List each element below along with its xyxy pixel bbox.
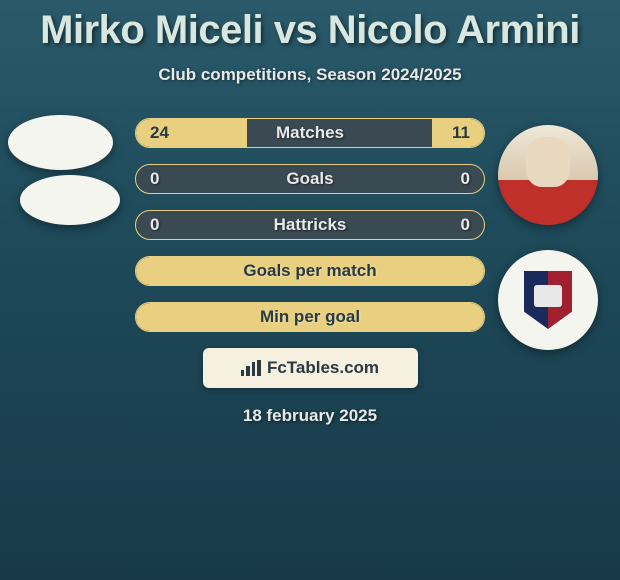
stat-bars: 24Matches110Goals00Hattricks0Goals per m… [135,115,485,332]
stat-right-value: 11 [440,123,470,143]
stat-row: Goals per match [135,256,485,286]
stat-right-value: 0 [440,169,470,189]
chart-icon [241,360,261,376]
club-left-logo [20,175,120,225]
stat-label: Hattricks [136,215,484,235]
stat-row: 0Goals0 [135,164,485,194]
stat-label: Goals [136,169,484,189]
stat-row: 24Matches11 [135,118,485,148]
stat-label: Goals per match [136,261,484,281]
page-title: Mirko Miceli vs Nicolo Armini [0,0,620,53]
stat-label: Matches [136,123,484,143]
watermark: FcTables.com [203,348,418,388]
stat-row: 0Hattricks0 [135,210,485,240]
player-left-avatar [8,115,113,170]
comparison-panel: 24Matches110Goals00Hattricks0Goals per m… [0,115,620,426]
player-right-avatar [498,125,598,225]
stat-right-value: 0 [440,215,470,235]
subtitle: Club competitions, Season 2024/2025 [0,65,620,85]
date-text: 18 february 2025 [10,406,610,426]
watermark-text: FcTables.com [267,358,379,378]
stat-row: Min per goal [135,302,485,332]
club-right-logo [498,250,598,350]
crest-icon [524,271,572,329]
stat-label: Min per goal [136,307,484,327]
